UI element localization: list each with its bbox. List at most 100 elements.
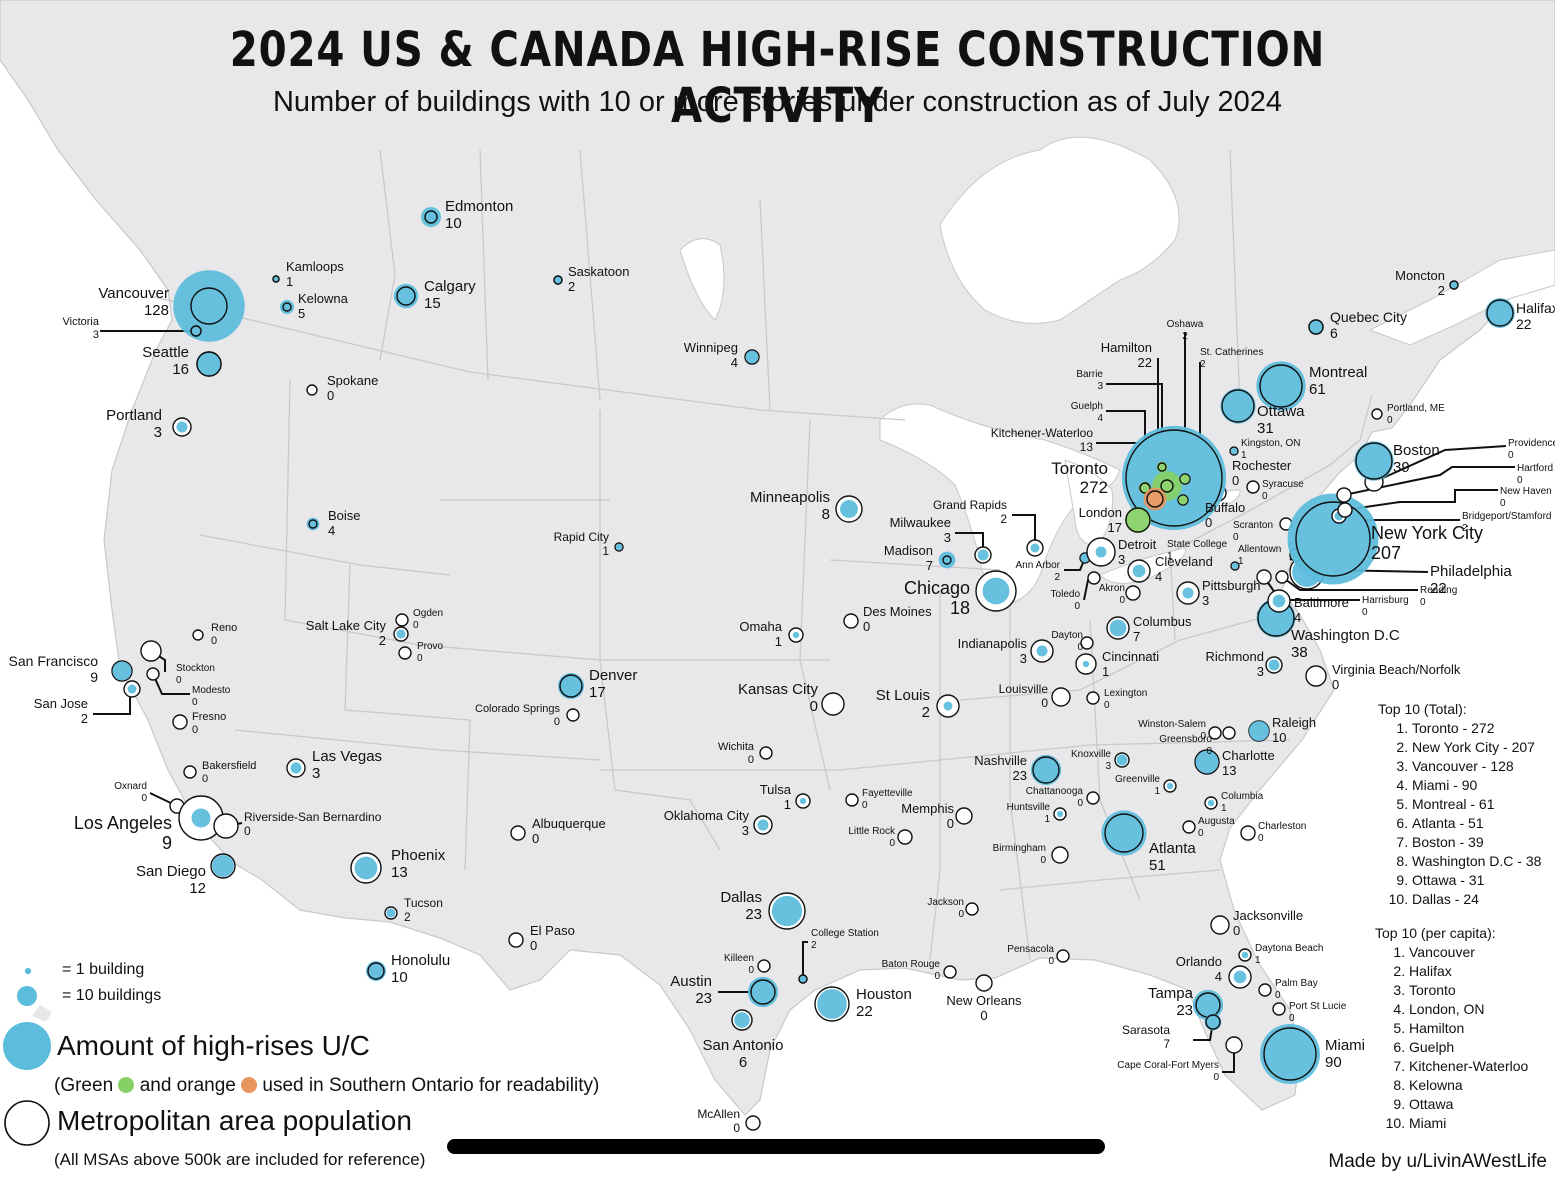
akron-name-label: Akron [1099,583,1125,594]
sarasota-population-ring-outline [1205,1014,1221,1030]
allentown-value-label: 1 [1238,556,1244,567]
oshawa-value-label: 2 [1182,331,1188,342]
birmingham-population-ring [1051,846,1069,864]
quebec-city-population-ring-outline [1308,319,1324,335]
modesto-leader-line [152,673,190,695]
oklahoma-city-construction-bubble [757,819,769,831]
kamloops-value-label: 1 [286,274,293,289]
london-name-label: London [1079,505,1122,520]
des-moines-name-label: Des Moines [863,604,932,619]
tulsa-value-label: 1 [784,797,791,812]
boston-population-ring-outline [1355,442,1393,480]
new-york-city-value-label: 207 [1371,543,1401,563]
winnipeg-name-label: Winnipeg [684,340,738,355]
birmingham-name-label: Birmingham [993,843,1046,854]
kingston-on-construction-bubble [1230,447,1238,455]
kitchener-waterloo-name-label: Kitchener-Waterloo [991,426,1094,440]
rapid-city-value-label: 1 [602,544,609,558]
los-angeles-name-label: Los Angeles [74,813,172,833]
utah-colorado-line [344,564,471,721]
horizontal-scrollbar[interactable] [447,1139,1105,1154]
legend-population-label: Metropolitan area population [57,1105,412,1136]
akron-population-ring [1125,585,1141,601]
san-diego-value-label: 12 [189,880,206,897]
cincinnati-value-label: 1 [1102,664,1109,679]
killeen-population-ring [757,959,771,973]
mcallen-population-ring [745,1115,761,1131]
los-angeles-construction-bubble [191,808,211,828]
quebec-city-name-label: Quebec City [1330,309,1407,325]
milwaukee-value-label: 3 [944,530,951,545]
ogden-name-label: Ogden [413,608,443,619]
edmonton-value-label: 10 [445,215,462,232]
augusta-name-label: Augusta [1198,816,1235,827]
hudson-bay [939,136,1180,324]
columbus-name-label: Columbus [1133,614,1192,629]
syracuse-value-label: 0 [1262,491,1268,502]
port-st-lucie-name-label: Port St Lucie [1289,1001,1347,1012]
tampa-value-label: 23 [1176,1002,1193,1019]
top-capita-items: VancouverHalifaxTorontoLondon, ONHamilto… [1375,943,1528,1133]
top-capita-item: Halifax [1409,962,1528,981]
kamloops-name-label: Kamloops [286,259,344,274]
chicago-name-label: Chicago [904,578,970,598]
reading-value-label: 0 [1420,597,1426,608]
providence-leader-line [1373,445,1507,483]
vancouver-population-ring-outline [190,287,228,325]
knoxville-value-label: 3 [1105,761,1111,772]
huntsville-construction-bubble [1056,810,1064,818]
el-paso-population-ring [508,932,524,948]
boise-name-label: Boise [328,508,361,523]
palm-bay-name-label: Palm Bay [1275,978,1318,989]
top-capita-item: Kelowna [1409,1076,1528,1095]
nashville-population-ring-outline [1032,756,1060,784]
iowa-illinois-line [829,559,1001,571]
college-station-population-ring-outline [798,974,808,984]
raleigh-value-label: 10 [1272,730,1286,745]
honolulu-population-ring-outline [367,962,385,980]
st-catherines-value-label: 2 [1200,359,1206,370]
calgary-population-ring-outline [396,286,416,306]
legend-amount-label: Amount of high-rises U/C [57,1030,370,1061]
killeen-name-label: Killeen [724,953,754,964]
los-angeles-value-label: 9 [162,833,172,853]
memphis-name-label: Memphis [901,801,954,816]
boise-value-label: 4 [328,523,335,538]
honolulu-construction-bubble [366,961,386,981]
san-antonio-value-label: 6 [739,1054,747,1071]
reading-population-ring [1275,570,1289,584]
washington-d-c-value-label: 38 [1291,644,1308,661]
kingston-on-value-label: 1 [1241,450,1247,461]
daytona-beach-value-label: 1 [1255,955,1261,966]
quebec-city-construction-bubble [1308,319,1324,335]
atlanta-value-label: 51 [1149,857,1166,874]
omaha-construction-bubble [792,631,800,639]
indianapolis-name-label: Indianapolis [958,636,1028,651]
new-york-city-name-label: New York City [1371,523,1483,543]
jackson-population-ring [965,902,979,916]
louisville-value-label: 0 [1041,696,1048,710]
legend-ten-buildings-bubble [17,986,37,1006]
ottawa-name-label: Ottawa [1257,403,1305,420]
oshawa-construction-bubble [1180,474,1190,484]
western-state-lines [284,379,601,661]
new-orleans-population-ring [975,974,993,992]
portland-me-population-ring [1371,408,1383,420]
ottawa-construction-bubble [1220,388,1256,424]
cincinnati-construction-bubble [1082,660,1090,668]
hamilton-value-label: 22 [1138,355,1152,370]
reno-value-label: 0 [211,635,217,647]
phoenix-construction-bubble [354,856,378,880]
top-capita-item: Guelph [1409,1038,1528,1057]
salt-lake-city-construction-bubble [396,629,406,639]
huntsville-name-label: Huntsville [1007,802,1051,813]
ann-arbor-name-label: Ann Arbor [1016,560,1061,571]
four-corners-line [234,729,601,761]
greensboro-name-label: Greensboro [1159,734,1212,745]
tampa-construction-bubble [1192,989,1224,1021]
albuquerque-name-label: Albuquerque [532,816,606,831]
victoria-population-ring-outline [190,325,202,337]
baltimore-construction-bubble [1272,594,1286,608]
rochester-value-label: 0 [1232,473,1239,488]
nashville-value-label: 23 [1013,768,1027,783]
